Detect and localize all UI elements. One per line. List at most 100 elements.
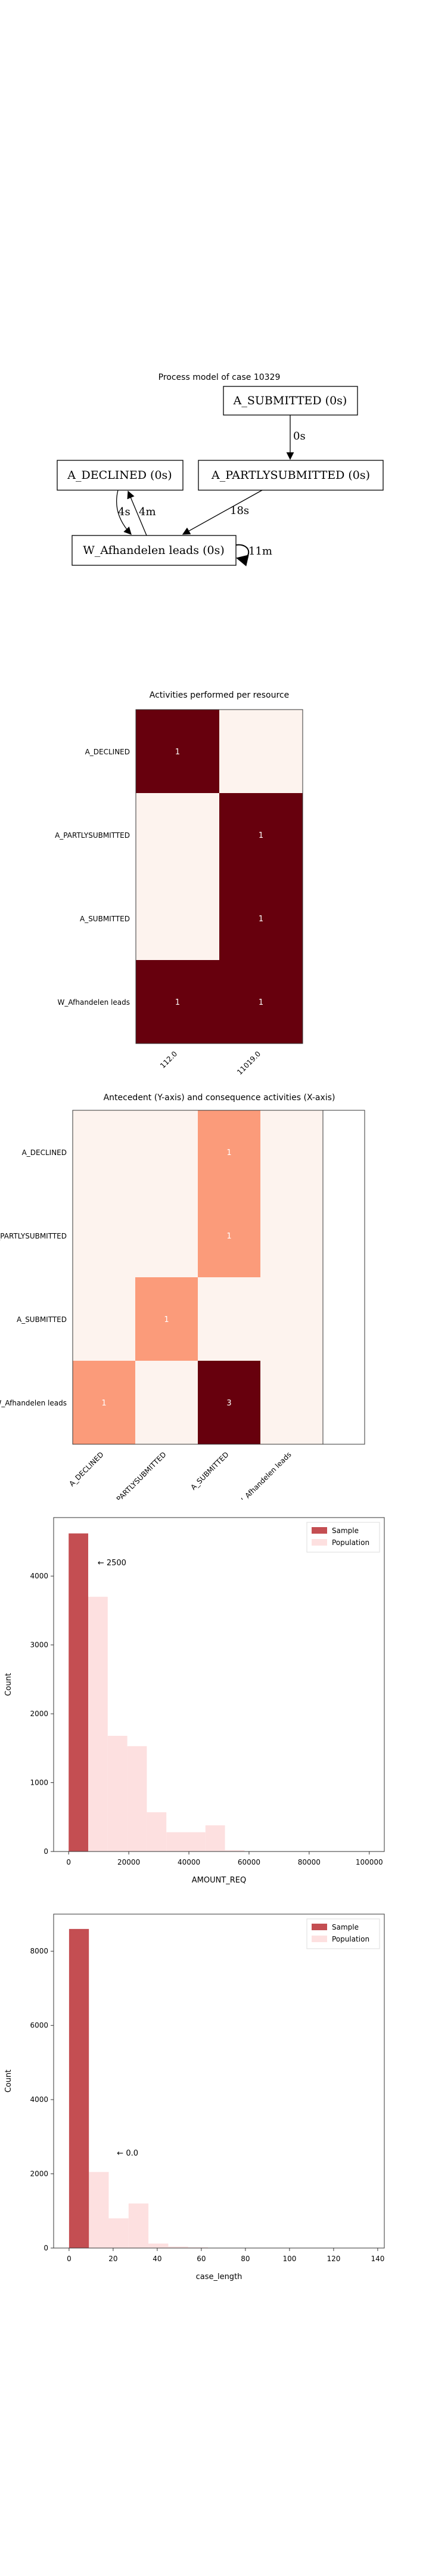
heatmap-cell-value: 1 xyxy=(164,1315,169,1324)
edge-partlysubmitted-afhandelen: 18s xyxy=(182,490,263,535)
heatmap-cell-value: 1 xyxy=(175,748,180,757)
heatmap-cell xyxy=(219,793,303,877)
row-tick-label: A_SUBMITTED xyxy=(80,915,130,923)
legend-label: Population xyxy=(332,1935,369,1943)
column-tick-label: A_PARTLYSUBMITTED xyxy=(109,1450,168,1500)
heatmap-cell xyxy=(73,1110,135,1194)
x-tick-label: 80000 xyxy=(298,1858,321,1866)
row-tick-label: A_PARTLYSUBMITTED xyxy=(0,1232,67,1240)
population-bar xyxy=(225,1850,245,1852)
y-tick-label: 1000 xyxy=(30,1779,48,1787)
x-tick-label: 40 xyxy=(153,2255,161,2263)
heatmap-cell xyxy=(198,1194,260,1277)
x-axis-label: case_length xyxy=(196,2272,243,2281)
y-axis-label: Count xyxy=(4,2070,13,2093)
resource-heatmap: Activities performed per resource 1 A_DECL… xyxy=(55,691,303,1076)
heatmap-cell xyxy=(135,1194,198,1277)
node-w-afhandelen-leads-label: W_Afhandelen leads (0s) xyxy=(83,544,225,557)
x-tick-label: 20 xyxy=(108,2255,117,2263)
heatmap-cell xyxy=(73,1194,135,1277)
x-tick-label: 20000 xyxy=(117,1858,140,1866)
y-tick-label: 3000 xyxy=(30,1641,48,1649)
resource-heatmap-panel: Activities performed per resource 1 A_DECL… xyxy=(0,680,429,1085)
row-tick-label: A_PARTLYSUBMITTED xyxy=(55,831,130,840)
x-tick-label: 60000 xyxy=(238,1858,260,1866)
population-bar xyxy=(147,1812,167,1852)
x-tick-label: 40000 xyxy=(178,1858,200,1866)
y-tick-label: 2000 xyxy=(30,2170,48,2178)
row-tick-label: A_DECLINED xyxy=(22,1148,67,1157)
column-tick-label: A_SUBMITTED xyxy=(189,1450,230,1491)
heatmap-cell xyxy=(219,877,303,960)
heatmap-cell xyxy=(260,1194,323,1277)
x-tick-label: 60 xyxy=(197,2255,206,2263)
x-tick-label: 0 xyxy=(66,1858,71,1866)
column-tick-label: W_Afhandelen leads xyxy=(236,1450,293,1500)
legend-label: Sample xyxy=(332,1923,359,1931)
y-tick-label: 0 xyxy=(43,2244,48,2252)
heatmap-cell xyxy=(135,1110,198,1194)
x-tick-label: 140 xyxy=(371,2255,384,2263)
process-model-panel: Process model of case 10329 A_SUBMITTED … xyxy=(0,358,429,584)
edge-label: 0s xyxy=(293,430,306,442)
row-tick-label: A_DECLINED xyxy=(85,748,130,756)
row-tick-label: W_Afhandelen leads xyxy=(57,998,130,1007)
y-axis-label: Count xyxy=(4,1673,13,1696)
plot-frame xyxy=(53,1914,385,2249)
population-bar xyxy=(89,2172,109,2248)
population-bar xyxy=(186,1832,206,1852)
heatmap-cell xyxy=(136,877,219,960)
heatmap-title: Activities performed per resource xyxy=(150,691,289,700)
x-axis-label: AMOUNT_REQ xyxy=(192,1876,247,1885)
heatmap-cell-value: 1 xyxy=(259,915,263,924)
row-tick-label: W_Afhandelen leads xyxy=(0,1399,67,1407)
plot-frame xyxy=(72,1110,365,1445)
x-tick-label: 120 xyxy=(327,2255,340,2263)
amount-req-histogram: 0 20000 40000 60000 80000 100000 0 1000 2000 3000… xyxy=(4,1517,385,1885)
population-bar xyxy=(128,2203,149,2248)
heatmap-cell xyxy=(198,1361,260,1444)
heatmap-title: Antecedent (Y-axis) and consequence acti… xyxy=(104,1093,335,1103)
y-tick-label: 2000 xyxy=(30,1710,48,1718)
population-bar xyxy=(168,2246,188,2248)
heatmap-cell-value: 1 xyxy=(226,1148,231,1157)
transition-heatmap-panel: Antecedent (Y-axis) and consequence acti… xyxy=(0,1082,429,1509)
legend-swatch xyxy=(312,1924,327,1930)
heatmap-cell xyxy=(260,1110,323,1194)
x-tick-label: 0 xyxy=(67,2255,72,2263)
y-tick-label: 4000 xyxy=(30,2095,48,2104)
y-tick-label: 4000 xyxy=(30,1572,48,1580)
annotation-label: ← 2500 xyxy=(98,1559,126,1568)
y-tick-label: 8000 xyxy=(30,1947,48,1955)
edge-afhandelen-declined: 4m xyxy=(127,490,156,536)
column-tick-label: 112.0 xyxy=(158,1049,179,1070)
node-a-partlysubmitted-label: A_PARTLYSUBMITTED (0s) xyxy=(211,469,370,482)
population-bar xyxy=(205,1825,225,1852)
node-a-submitted-label: A_SUBMITTED (0s) xyxy=(233,394,347,407)
heatmap-cell-value: 1 xyxy=(175,998,180,1007)
population-bar xyxy=(88,1596,108,1852)
heatmap-cell xyxy=(219,960,303,1044)
sample-bar xyxy=(69,1533,89,1852)
edge-label: 18s xyxy=(230,504,249,517)
heatmap-cell-value: 1 xyxy=(259,998,263,1007)
population-bar xyxy=(148,2243,169,2248)
transition-heatmap: Antecedent (Y-axis) and consequence acti… xyxy=(0,1093,365,1509)
edge-afhandelen-self-loop: 11m xyxy=(235,544,272,566)
edge-declined-afhandelen: 4s xyxy=(116,490,132,535)
sample-bar xyxy=(69,1928,89,2248)
annotation-label: ← 0.0 xyxy=(117,2149,138,2158)
population-bar xyxy=(188,2247,208,2248)
edge-label: 11m xyxy=(248,545,272,558)
legend-label: Population xyxy=(332,1538,369,1547)
edge-label: 4s xyxy=(118,506,130,518)
case-length-histogram: 0 20 40 60 80 100 120 140 0 2000 4000 6000 8000 case_… xyxy=(4,1914,385,2281)
node-a-declined-label: A_DECLINED (0s) xyxy=(67,469,172,482)
process-model-graph: Process model of case 10329 A_SUBMITTED … xyxy=(57,373,384,566)
population-bar xyxy=(166,1832,186,1852)
heatmap-cell-value: 1 xyxy=(259,831,263,840)
x-tick-label: 100000 xyxy=(356,1858,383,1866)
heatmap-cell xyxy=(73,1361,135,1444)
heatmap-cell-value: 1 xyxy=(101,1399,106,1408)
heatmap-cell-value: 3 xyxy=(226,1399,231,1408)
